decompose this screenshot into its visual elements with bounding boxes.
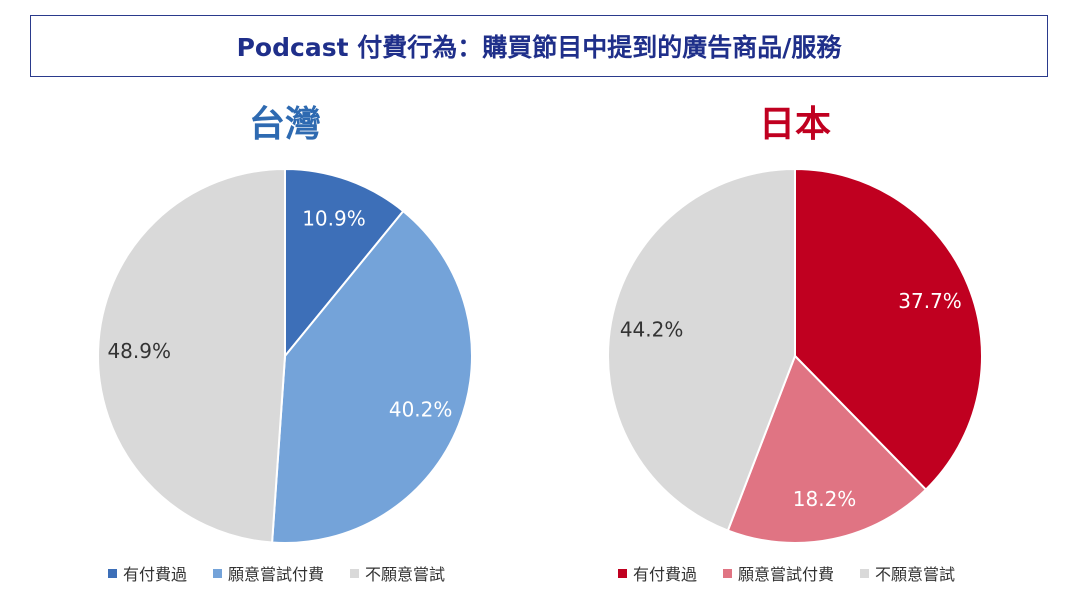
taiwan-slice-2	[96, 167, 286, 544]
legend-swatch	[350, 568, 360, 578]
legend-swatch	[213, 568, 223, 578]
taiwan-legend-item: 不願意嘗試	[350, 561, 445, 585]
taiwan-legend-item: 有付費過	[108, 561, 187, 585]
japan-pie-title: 日本	[758, 104, 831, 145]
taiwan-pie-title: 台灣	[248, 104, 321, 145]
legend-swatch	[618, 568, 627, 578]
legend-label: 有付費過	[123, 565, 188, 584]
legend-swatch	[108, 568, 117, 578]
japan-data-label-0: 37.7%	[898, 289, 962, 313]
japan-slice-2	[607, 167, 796, 532]
japan-legend-item: 不願意嘗試	[860, 561, 955, 585]
japan-data-label-2: 44.2%	[620, 317, 684, 341]
taiwan-data-label-1: 40.2%	[389, 398, 453, 422]
chart-title: Podcast 付費行為：購買節目中提到的廣告商品/服務	[30, 15, 1048, 77]
legend-label: 不願意嘗試	[365, 565, 446, 584]
japan-data-label-1: 18.2%	[793, 487, 857, 511]
legend-label: 不願意嘗試	[875, 565, 956, 584]
taiwan-slice-0	[284, 167, 405, 359]
legend-label: 有付費過	[633, 565, 698, 584]
japan-legend-item: 願意嘗試付費	[723, 561, 834, 585]
legend-label: 願意嘗試付費	[228, 565, 325, 584]
taiwan-data-label-0: 10.9%	[302, 207, 366, 231]
legend-label: 願意嘗試付費	[738, 565, 835, 584]
taiwan-legend-item: 願意嘗試付費	[213, 561, 324, 585]
legend-swatch	[723, 568, 733, 578]
taiwan-legend: 有付費過 願意嘗試付費 不願意嘗試	[108, 561, 445, 585]
legend-swatch	[860, 568, 870, 578]
japan-slice-0	[794, 167, 983, 491]
japan-legend: 有付費過 願意嘗試付費 不願意嘗試	[618, 561, 955, 585]
taiwan-slice-1	[271, 209, 473, 544]
japan-legend-item: 有付費過	[618, 561, 697, 585]
taiwan-data-label-2: 48.9%	[107, 339, 171, 363]
